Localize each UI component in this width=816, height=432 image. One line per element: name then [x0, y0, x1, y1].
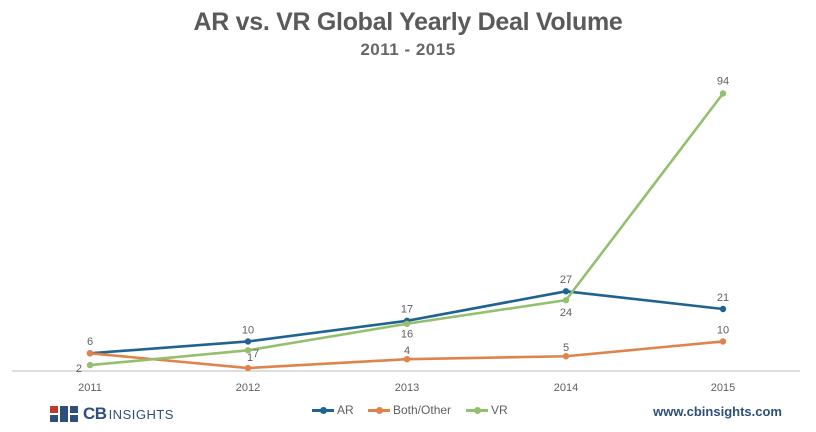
data-label-both-other: 5 — [563, 342, 569, 354]
data-label-ar: 10 — [242, 324, 254, 336]
data-point-vr — [562, 296, 570, 304]
legend-item-both-other: Both/Other — [368, 403, 451, 417]
logo-text: INSIGHTS — [108, 406, 174, 422]
data-point-both-other — [719, 338, 727, 345]
legend-item-ar: AR — [312, 403, 354, 417]
chart-subtitle: 2011 - 2015 — [360, 40, 456, 59]
legend-label-ar: AR — [337, 403, 354, 417]
data-point-ar — [562, 288, 570, 295]
data-point-vr — [244, 347, 252, 354]
data-label-ar: 21 — [717, 292, 729, 304]
data-point-both-other — [562, 353, 570, 360]
data-point-both-other — [86, 350, 94, 357]
legend-swatch-vr — [466, 406, 488, 414]
x-tick-label: 2014 — [554, 382, 578, 394]
data-label-both-other: 4 — [404, 345, 410, 357]
data-point-vr — [403, 320, 411, 327]
x-tick-label: 2015 — [711, 382, 735, 394]
cb-insights-logo: CB INSIGHTS — [50, 403, 174, 425]
data-point-ar — [719, 305, 727, 313]
website-link[interactable]: www.cbinsights.com — [653, 404, 782, 419]
data-point-both-other — [403, 355, 411, 363]
logo-text-bold: CB — [83, 404, 107, 423]
data-point-vr — [719, 90, 727, 97]
data-label-vr: 24 — [560, 307, 572, 319]
legend-swatch-both-other — [368, 406, 390, 414]
data-label-both-other: 1 — [247, 352, 253, 364]
legend-label-both-other: Both/Other — [393, 403, 452, 417]
data-point-ar — [244, 338, 252, 345]
legend-label-vr: VR — [491, 403, 508, 417]
legend-item-vr: VR — [466, 403, 508, 417]
data-label-vr: 7 — [253, 348, 259, 360]
x-tick-label: 2012 — [236, 382, 260, 394]
data-label-ar: 27 — [560, 274, 572, 286]
x-tick-label: 2011 — [78, 382, 102, 394]
cb-insights-logo-icon — [50, 406, 78, 422]
chart-legend: AR Both/Other VR — [0, 403, 816, 419]
data-label-vr: 94 — [717, 75, 729, 87]
chart-title: AR vs. VR Global Yearly Deal Volume — [193, 8, 623, 36]
legend-swatch-ar — [312, 406, 334, 414]
data-label-ar: 6 — [87, 336, 93, 348]
data-label-both-other: 10 — [717, 324, 729, 336]
data-point-both-other — [244, 364, 252, 372]
data-label-ar: 17 — [401, 304, 413, 316]
data-point-vr — [86, 361, 94, 369]
x-tick-label: 2013 — [395, 382, 419, 394]
data-label-vr: 16 — [401, 329, 413, 341]
data-label-vr: 2 — [76, 363, 82, 375]
